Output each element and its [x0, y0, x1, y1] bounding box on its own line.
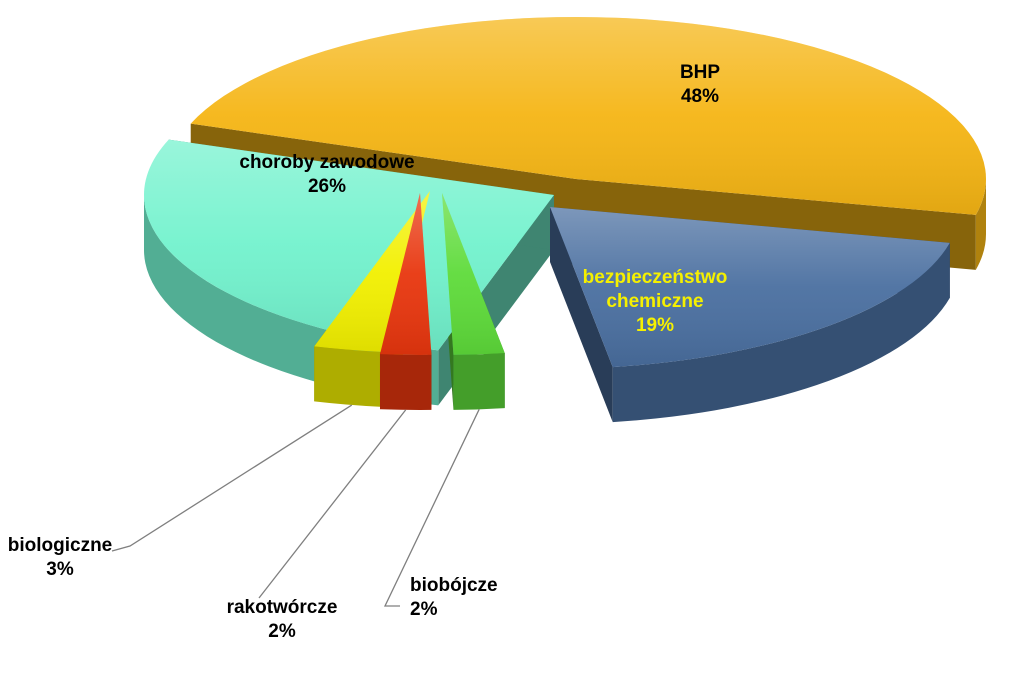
label-name-biob-jcze: biobójcze — [410, 575, 498, 596]
label-rakotw-rcze: rakotwórcze 2% — [227, 597, 338, 642]
label-name-rakotw-rcze: rakotwórcze — [227, 597, 338, 618]
label-biologiczne: biologiczne 3% — [8, 535, 113, 580]
label-value-bezpiecze-stwo-chemiczne: 19% — [636, 315, 674, 336]
label-name-bezpiecze-stwo-chemiczne: chemiczne — [606, 291, 703, 312]
label-value-bhp: 48% — [681, 86, 719, 107]
label-value-biologiczne: 3% — [46, 559, 74, 580]
label-value-biob-jcze: 2% — [410, 599, 438, 620]
label-value-choroby-zawodowe: 26% — [308, 176, 346, 197]
leader-line-rakotw-rcze — [258, 409, 407, 599]
slice-wall-bezpiecze-stwo-chemiczne-1 — [550, 207, 613, 423]
slice-side-biologiczne-0 — [314, 346, 390, 408]
slice-gloss-bezpiecze-stwo-chemiczne — [550, 207, 950, 368]
slice-side-bhp-0 — [975, 179, 986, 270]
label-value-rakotw-rcze: 2% — [268, 621, 296, 642]
slice-side-rakotw-rcze-0 — [379, 354, 432, 410]
slice-gloss-biologiczne — [314, 191, 430, 353]
slice-gloss-bhp — [190, 17, 986, 215]
label-name-bhp: BHP — [680, 62, 720, 83]
slice-gloss-rakotw-rcze — [379, 193, 432, 355]
label-biob-jcze: biobójcze 2% — [410, 575, 498, 620]
leader-line-biologiczne — [111, 404, 353, 552]
leader-line-biob-jcze — [383, 409, 480, 607]
label-name-bezpiecze-stwo-chemiczne: bezpieczeństwo — [583, 267, 728, 288]
label-name-biologiczne: biologiczne — [8, 535, 113, 556]
slice-gloss-biob-jcze — [442, 193, 505, 355]
label-bezpiecze-stwo-chemiczne: bezpieczeństwo chemiczne 19% — [583, 267, 728, 336]
slice-side-bezpiecze-stwo-chemiczne-0 — [612, 242, 950, 423]
label-bhp: BHP 48% — [680, 62, 720, 107]
label-name-choroby-zawodowe: choroby zawodowe — [239, 152, 414, 173]
label-choroby-zawodowe: choroby zawodowe 26% — [239, 152, 414, 197]
slice-side-biob-jcze-0 — [453, 353, 505, 410]
